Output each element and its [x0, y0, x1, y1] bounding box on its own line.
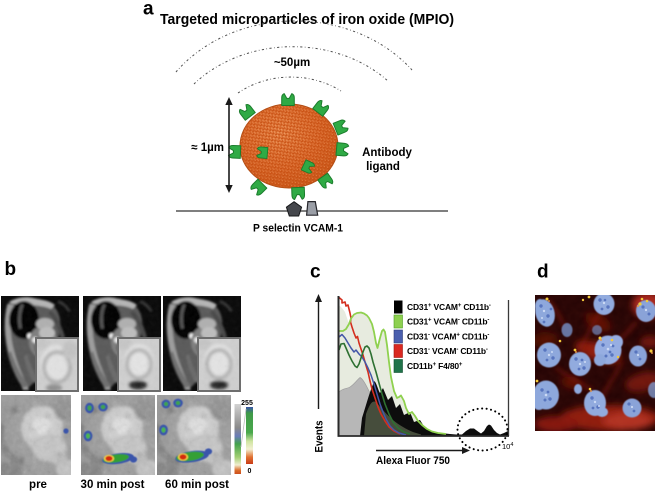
svg-text:~50µm: ~50µm	[274, 57, 310, 69]
svg-text:b: b	[5, 259, 17, 280]
svg-text:255: 255	[241, 400, 253, 407]
svg-text:30 min post: 30 min post	[81, 479, 145, 491]
svg-text:Targeted microparticles of iro: Targeted microparticles of iron oxide (M…	[160, 12, 454, 28]
svg-text:104: 104	[502, 442, 513, 451]
svg-text:Antibody: Antibody	[362, 147, 412, 159]
svg-text:CD31+ VCAM- CD11b-: CD31+ VCAM- CD11b-	[407, 317, 489, 327]
svg-text:CD11b+ F4/80+: CD11b+ F4/80+	[407, 361, 463, 371]
svg-text:ligand: ligand	[366, 161, 400, 173]
svg-text:≈ 1µm: ≈ 1µm	[191, 142, 224, 154]
svg-text:c: c	[310, 262, 321, 283]
svg-text:Events: Events	[314, 421, 326, 453]
svg-text:d: d	[537, 262, 549, 283]
svg-text:a: a	[143, 0, 154, 20]
svg-text:CD31- VCAM- CD11b-: CD31- VCAM- CD11b-	[407, 346, 488, 356]
svg-text:CD31+ VCAM+ CD11b-: CD31+ VCAM+ CD11b-	[407, 302, 491, 312]
svg-text:pre: pre	[29, 479, 47, 491]
svg-text:60 min post: 60 min post	[165, 479, 229, 491]
svg-text:0: 0	[248, 468, 252, 475]
svg-text:Alexa Fluor 750: Alexa Fluor 750	[376, 455, 450, 467]
svg-text:P selectin VCAM-1: P selectin VCAM-1	[253, 223, 343, 235]
svg-text:CD31- VCAM+ CD11b-: CD31- VCAM+ CD11b-	[407, 332, 489, 342]
